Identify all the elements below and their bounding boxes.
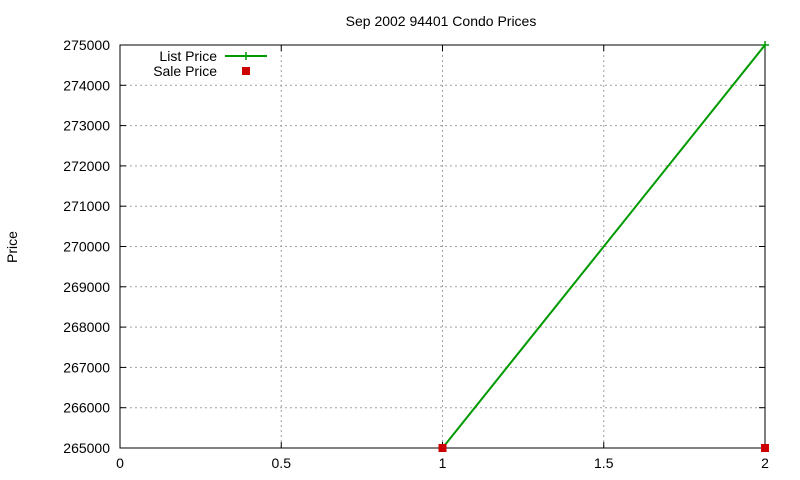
y-tick-label: 267000 <box>63 359 110 375</box>
series-1 <box>438 444 769 452</box>
y-tick-label: 270000 <box>63 239 110 255</box>
chart-title: Sep 2002 94401 Condo Prices <box>346 13 537 29</box>
y-tick-label: 265000 <box>63 440 110 456</box>
axes: 0 0.5 1 1.5 2 265000 266000 267000 268000 269000 2… <box>63 37 769 471</box>
legend-item: Sale Price <box>153 63 250 79</box>
legend-label: List Price <box>159 48 217 64</box>
data-point <box>438 444 447 452</box>
series-line <box>441 44 766 449</box>
series <box>438 41 769 452</box>
y-tick-label: 266000 <box>63 400 110 416</box>
x-tick-label: 0 <box>116 455 124 471</box>
y-tick-label: 268000 <box>63 319 110 335</box>
y-tick-label: 269000 <box>63 279 110 295</box>
y-tick-label: 274000 <box>63 77 110 93</box>
legend-label: Sale Price <box>153 63 217 79</box>
x-tick-label: 0.5 <box>272 455 292 471</box>
legend-swatch-marker <box>242 52 250 60</box>
y-axis-label: Price <box>4 231 20 263</box>
x-tick-label: 1.5 <box>594 455 614 471</box>
data-point <box>761 41 769 49</box>
y-tick-label: 275000 <box>63 37 110 53</box>
legend-item: List Price <box>159 48 267 64</box>
y-tick-label: 273000 <box>63 118 110 134</box>
y-tick-label: 271000 <box>63 198 110 214</box>
data-point <box>761 444 769 452</box>
y-tick-label: 272000 <box>63 158 110 174</box>
legend-swatch-marker <box>242 67 250 75</box>
x-tick-label: 2 <box>761 455 769 471</box>
grid <box>120 45 765 448</box>
x-tick-label: 1 <box>439 455 447 471</box>
